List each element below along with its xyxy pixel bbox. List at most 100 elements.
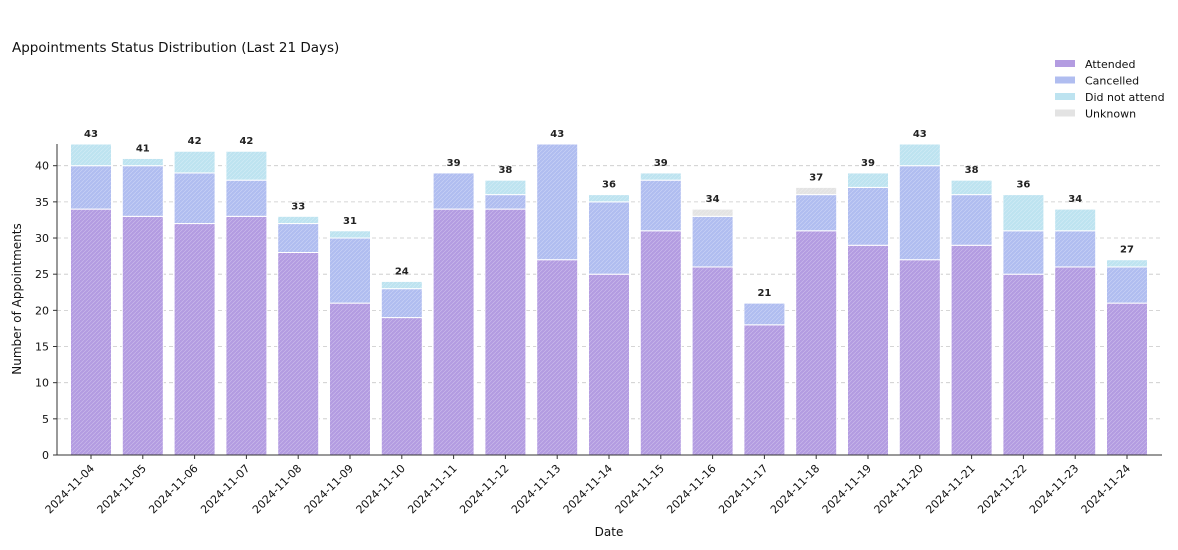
bar-segment-did-not-attend [70,143,112,167]
bar-total-label: 42 [239,136,253,147]
bar-segment-attended [950,244,993,456]
legend-swatch-cancelled [1055,76,1075,84]
x-tick-label: 2024-11-19 [820,462,874,516]
bar-segment-did-not-attend [484,179,527,196]
bar-segment-did-not-attend [588,194,630,203]
x-tick-label: 2024-11-04 [43,462,97,516]
bar-total-label: 34 [706,194,720,205]
bar-total-label: 41 [136,143,150,154]
x-tick-label: 2024-11-07 [198,462,252,516]
x-tick-label: 2024-11-22 [975,462,1029,516]
bar-total-label: 43 [84,129,98,140]
bar-segment-cancelled [432,172,475,210]
bar-segment-attended [898,259,941,456]
y-tick-label: 25 [35,268,49,281]
bar-total-label: 38 [498,165,512,176]
y-tick-label: 15 [35,341,49,354]
x-tick-label: 2024-11-17 [716,462,770,516]
bar-segment-cancelled [484,194,527,210]
bar-segment-attended [121,215,164,456]
bar-segment-cancelled [173,172,216,225]
bar-segment-did-not-attend [1106,259,1148,268]
bar-segment-cancelled [1106,266,1148,304]
bar-segment-cancelled [847,186,889,246]
bar-total-label: 39 [654,158,668,169]
legend-label: Attended [1085,58,1135,71]
x-tick-label: 2024-11-11 [405,462,459,516]
bar-segment-attended [70,208,112,456]
bar-segment-cancelled [121,165,164,217]
x-tick-label: 2024-11-15 [613,462,667,516]
bar-total-label: 39 [447,158,461,169]
bar-segment-attended [380,317,423,456]
bar-segment-cancelled [743,302,786,326]
x-tick-label: 2024-11-06 [146,462,200,516]
bar-total-label: 27 [1120,245,1134,256]
bar-segment-did-not-attend [950,179,993,196]
bar-segment-attended [173,223,216,456]
bar-total-label: 33 [291,201,305,212]
y-tick-label: 10 [35,377,49,390]
bar-total-label: 39 [861,158,875,169]
bar-segment-cancelled [536,143,579,261]
bar-segment-attended [225,215,268,456]
bar-segment-attended [1106,302,1148,456]
bar-total-label: 43 [550,129,564,140]
bar-total-label: 24 [395,266,409,277]
bar-segment-did-not-attend [639,172,682,181]
bar-segment-did-not-attend [898,143,941,167]
bar-segment-cancelled [795,194,838,232]
y-tick-label: 40 [35,160,49,173]
bar-segment-attended [588,273,630,456]
bar-segment-attended [432,208,475,456]
bar-segment-did-not-attend [847,172,889,188]
bar-total-label: 34 [1068,194,1082,205]
bar-segment-attended [691,266,734,456]
bar-segment-cancelled [588,201,630,275]
legend-swatch-unknown [1055,109,1075,117]
bar-segment-did-not-attend [380,280,423,290]
bar-segment-unknown [795,186,838,196]
legend-swatch-did-not-attend [1055,93,1075,100]
bar-segment-cancelled [277,223,320,253]
x-tick-label: 2024-11-10 [354,462,408,516]
bar-segment-did-not-attend [329,230,371,239]
bar-total-label: 37 [809,172,823,183]
bar-segment-cancelled [691,215,734,268]
x-tick-label: 2024-11-21 [923,462,977,516]
bar-segment-cancelled [898,165,941,261]
y-axis-label: Number of Appointments [10,223,24,374]
x-tick-label: 2024-11-16 [664,462,718,516]
bar-segment-attended [743,324,786,456]
legend-label: Cancelled [1085,75,1139,88]
bars [70,143,1148,456]
x-tick-label: 2024-11-20 [872,462,926,516]
bar-segment-attended [1002,273,1045,456]
bar-segment-attended [536,259,579,456]
bar-segment-attended [1054,266,1097,456]
x-tick-label: 2024-11-12 [457,462,511,516]
bar-total-label: 21 [757,288,771,299]
bar-segment-cancelled [950,194,993,246]
bar-segment-did-not-attend [225,150,268,181]
bar-total-label: 42 [188,136,202,147]
data-labels: 43 41 42 42 33 31 24 39 38 43 36 39 34 21 37 39 43 38 36 34… [84,129,1134,299]
legend-swatch-attended [1055,60,1075,67]
bar-segment-did-not-attend [277,215,320,225]
x-tick-label: 2024-11-24 [1079,462,1133,516]
bar-segment-cancelled [639,179,682,232]
legend: Attended Cancelled Did not attend Unknown [1055,58,1165,121]
bar-segment-cancelled [225,179,268,217]
bar-segment-did-not-attend [1002,194,1045,232]
bar-total-label: 36 [602,180,616,191]
bar-segment-cancelled [1054,230,1097,268]
bar-segment-cancelled [329,237,371,304]
bar-segment-attended [795,230,838,456]
x-tick-label: 2024-11-23 [1027,462,1081,516]
bar-total-label: 43 [913,129,927,140]
bar-segment-attended [847,244,889,456]
legend-label: Unknown [1085,108,1136,121]
y-tick-label: 0 [42,449,49,462]
